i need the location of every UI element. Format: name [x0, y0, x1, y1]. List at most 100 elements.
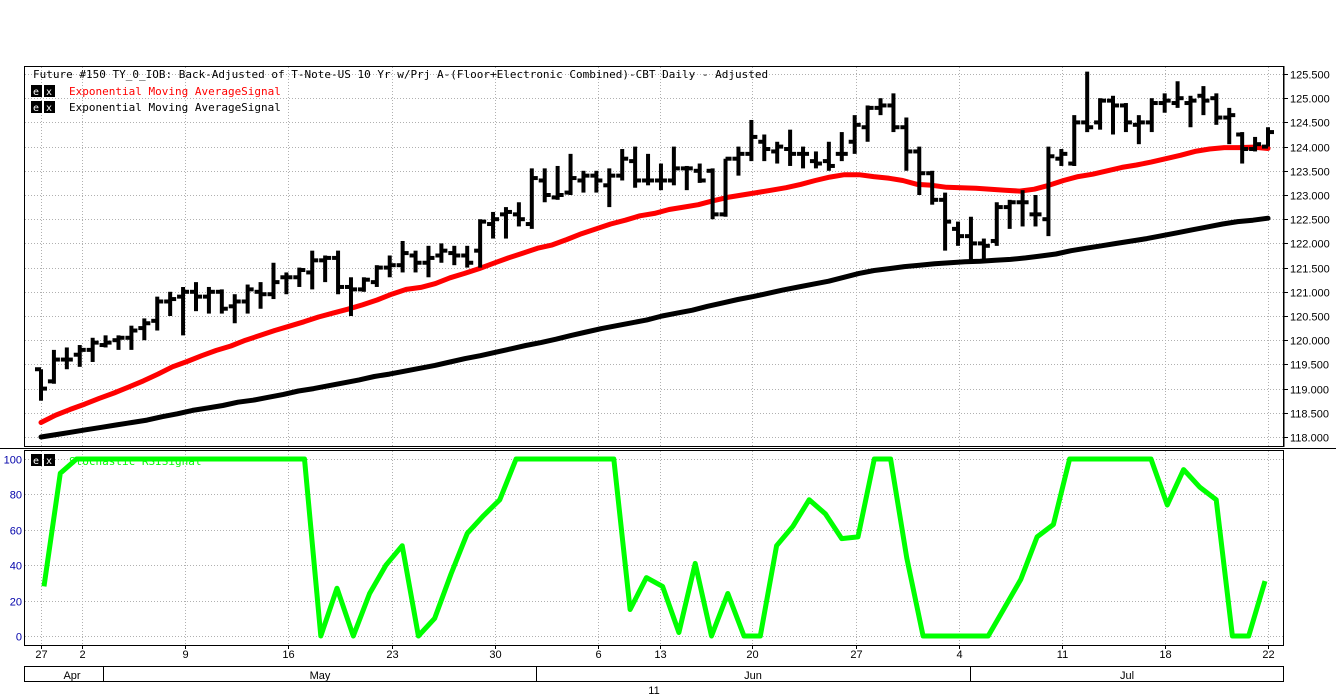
upper-y-tick-label: 121.000	[1290, 288, 1330, 300]
ohlc-bar	[241, 284, 254, 314]
ohlc-bar	[654, 163, 667, 191]
ohlc-bar	[797, 146, 810, 169]
x-tick-label: 22	[1262, 649, 1274, 661]
ohlc-bar	[835, 132, 848, 162]
ohlc-bar	[125, 325, 138, 350]
ohlc-bar	[60, 347, 73, 370]
lower-y-tick-label: 20	[10, 597, 22, 609]
ohlc-bar	[512, 202, 525, 227]
ohlc-bar	[990, 202, 1003, 246]
legend-e-button[interactable]: e	[33, 103, 39, 114]
ohlc-bar	[267, 262, 280, 300]
lower-y-tick-label: 80	[10, 490, 22, 502]
upper-y-tick-label: 120.000	[1290, 336, 1330, 348]
year-label: 11	[648, 685, 659, 696]
lower-y-tick-label: 60	[10, 526, 22, 538]
month-label: May	[310, 670, 331, 682]
ohlc-bar	[202, 286, 215, 314]
ohlc-bar	[913, 146, 926, 195]
upper-y-tick-label: 121.500	[1290, 264, 1330, 276]
ohlc-bar	[1068, 115, 1081, 166]
ohlc-bar	[564, 153, 577, 195]
ohlc-bar	[1249, 136, 1262, 152]
ohlc-bar	[603, 168, 616, 208]
upper-y-tick-label: 122.500	[1290, 215, 1330, 227]
upper-y-tick-label: 123.500	[1290, 167, 1330, 179]
ohlc-bar	[590, 170, 603, 193]
x-axis: 27 2 9 16 23 30 6 13 20 27 4 11 18 22 Apr May Jun Jul 11	[24, 645, 1284, 696]
ohlc-bar	[861, 105, 874, 142]
ohlc-bar	[525, 168, 538, 229]
ohlc-bar	[1197, 86, 1210, 116]
ohlc-bar	[822, 141, 835, 171]
ohlc-bar	[383, 255, 396, 278]
ohlc-bar	[1055, 149, 1068, 166]
ohlc-bar	[667, 146, 680, 186]
legend-stochastic[interactable]: e x Stochastic RSISignal	[31, 454, 201, 468]
ohlc-bar	[177, 286, 190, 336]
ohlc-bar	[189, 282, 202, 312]
ema-lines	[38, 144, 1271, 440]
legend-e-button[interactable]: e	[33, 87, 39, 98]
x-tick-label: 30	[489, 649, 501, 661]
ohlc-bar	[319, 255, 332, 283]
x-tick-label: 23	[386, 649, 398, 661]
x-tick-label: 16	[282, 649, 294, 661]
legend-ema-black-label: Exponential Moving AverageSignal	[69, 101, 281, 114]
ohlc-bar	[642, 153, 655, 186]
ohlc-bar	[1262, 127, 1274, 149]
ohlc-bar	[499, 207, 512, 239]
ohlc-bar	[977, 238, 990, 263]
upper-y-tick-label: 123.000	[1290, 191, 1330, 203]
ohlc-bar	[1042, 146, 1055, 237]
x-tick-label: 20	[746, 649, 758, 661]
ohlc-bar	[887, 93, 900, 133]
ohlc-bar	[409, 250, 422, 273]
ohlc-bar	[900, 117, 913, 171]
ohlc-bar	[1236, 132, 1249, 164]
upper-y-tick-label: 118.500	[1290, 409, 1329, 421]
ohlc-bar	[86, 337, 99, 362]
legend-x-button[interactable]: x	[46, 103, 52, 114]
month-label: Jun	[744, 670, 762, 682]
ohlc-bar	[1094, 98, 1107, 130]
ohlc-bar	[1171, 81, 1184, 108]
ohlc-bar	[306, 250, 319, 290]
ohlc-bar	[1081, 71, 1094, 133]
ohlc-bar	[35, 367, 47, 401]
legend-ema-black[interactable]: e x Exponential Moving AverageSignal	[31, 101, 281, 114]
upper-y-tick-label: 124.000	[1290, 143, 1330, 155]
upper-y-tick-label: 119.000	[1290, 385, 1329, 397]
ohlc-bar	[1003, 199, 1016, 229]
ohlc-bar	[1107, 95, 1120, 135]
legend-x-button[interactable]: x	[46, 87, 52, 98]
x-tick-label: 13	[654, 649, 666, 661]
ohlc-bar	[719, 156, 732, 217]
ema-slow-line	[38, 215, 1271, 440]
ohlc-bar	[422, 245, 435, 278]
ohlc-bar	[848, 115, 861, 154]
ohlc-bar	[1145, 98, 1158, 133]
upper-y-tick-label: 125.500	[1290, 70, 1330, 82]
x-tick-label: 6	[595, 649, 601, 661]
month-label: Jul	[1120, 670, 1134, 682]
upper-y-tick-label: 125.000	[1290, 94, 1330, 106]
ohlc-bar	[151, 296, 164, 331]
ohlc-bar	[784, 129, 797, 166]
upper-y-tick-label: 124.500	[1290, 118, 1330, 130]
ohlc-bar	[745, 119, 758, 162]
ohlc-bar	[47, 349, 60, 384]
ohlc-bar	[1132, 115, 1145, 145]
legend-e-button[interactable]: e	[33, 456, 39, 467]
ohlc-bar	[228, 294, 241, 324]
ohlc-bar	[254, 282, 267, 309]
ohlc-bar	[332, 250, 345, 295]
legend-x-button[interactable]: x	[46, 456, 52, 467]
ohlc-bar	[758, 134, 771, 162]
ohlc-bar	[1223, 107, 1236, 145]
ohlc-bars	[35, 71, 1274, 401]
upper-y-tick-label: 119.500	[1290, 360, 1329, 372]
ohlc-bar	[293, 267, 306, 287]
legend-ema-red[interactable]: e x Exponential Moving AverageSignal	[31, 85, 281, 98]
ohlc-bar	[693, 163, 706, 183]
